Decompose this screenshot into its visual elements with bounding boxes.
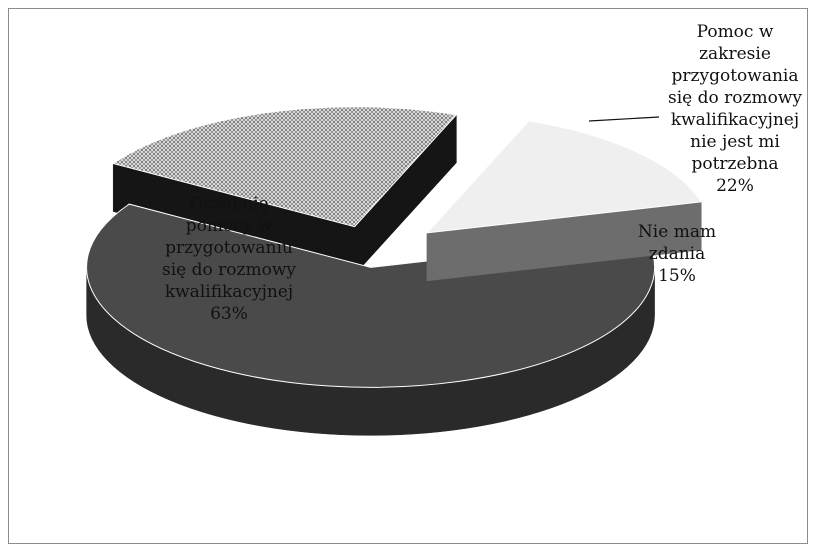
- data-label-line: przygotowania: [672, 66, 799, 86]
- data-label-line: zakresie: [699, 44, 771, 64]
- data-label-line: potrzebna: [691, 154, 778, 174]
- data-label-line: kwalifikacyjnej: [671, 110, 799, 130]
- data-label-line: 15%: [658, 266, 696, 286]
- pie-slice-3: [425, 120, 703, 282]
- pie-chart: Oczekuję pomocy w przygotowaniu się do rozm…: [86, 22, 802, 436]
- data-label-line: kwalifikacyjnej: [165, 282, 293, 302]
- label-leader-line: [588, 116, 660, 122]
- data-label-line: 22%: [716, 176, 754, 196]
- chart-frame: Oczekuję pomocy w przygotowaniu się do rozm…: [8, 8, 808, 544]
- data-label-line: pomocy w: [186, 216, 273, 236]
- data-label-line: zdania: [649, 244, 706, 264]
- data-label-line: nie jest mi: [690, 132, 780, 152]
- pie-slice-2: [112, 106, 458, 276]
- data-label-line: się do rozmowy: [162, 260, 296, 280]
- data-label-line: Nie mam: [638, 222, 716, 242]
- pie-slice-1: [86, 203, 656, 436]
- data-label-line: 63%: [210, 304, 248, 324]
- data-label-1: Oczekuję pomocy w przygotowaniu się do rozm…: [162, 194, 296, 324]
- data-label-line: Pomoc w: [697, 22, 774, 42]
- data-label-line: Oczekuję: [189, 194, 268, 214]
- data-label-line: przygotowaniu: [165, 238, 293, 258]
- data-label-3: Nie mam zdania 15%: [638, 222, 716, 286]
- data-label-line: się do rozmowy: [668, 88, 802, 108]
- data-label-2: Pomoc w zakresie przygotowania się do rozmo…: [668, 22, 802, 196]
